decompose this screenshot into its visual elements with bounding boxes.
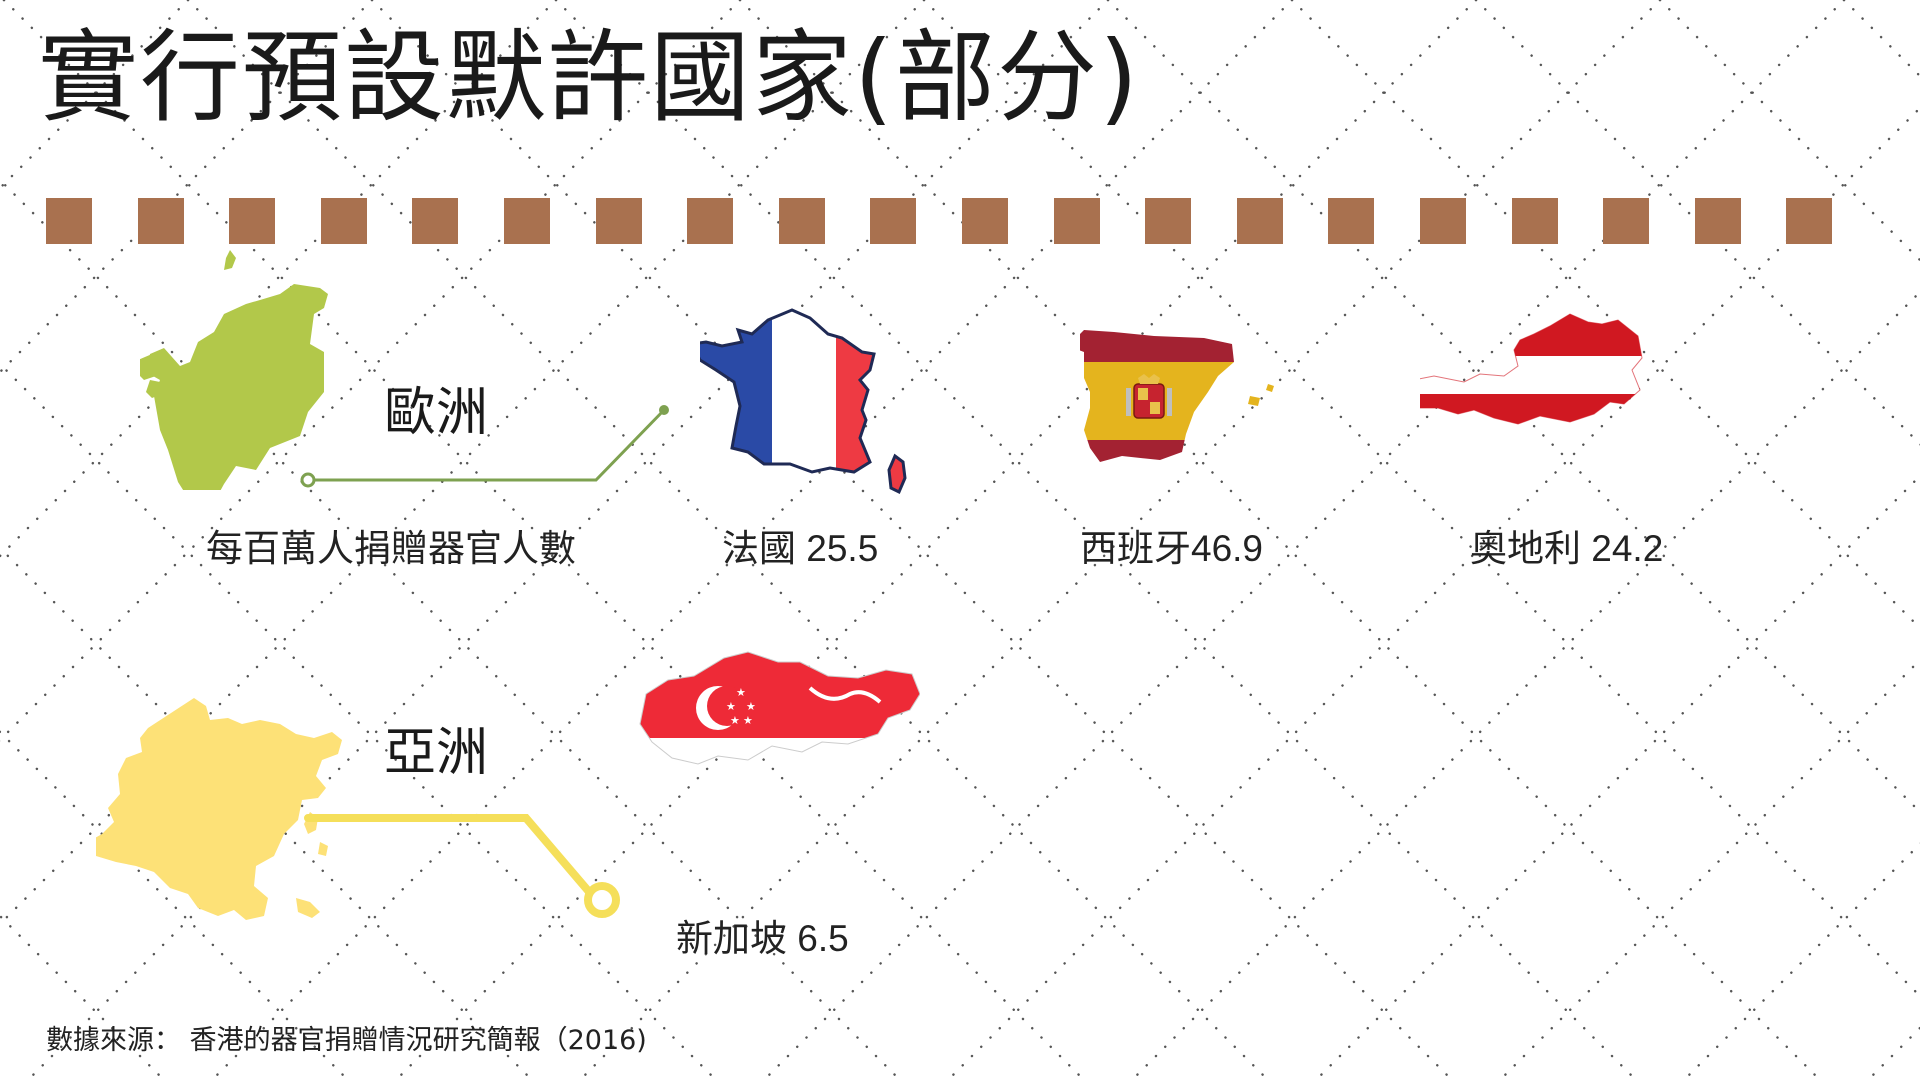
svg-text:★: ★ [726, 700, 736, 713]
divider-square [1786, 198, 1833, 244]
asia-map-icon [96, 698, 342, 920]
austria-flag-map-icon [1420, 313, 1643, 425]
singapore-crescent-stars: ★ ★ ★ ★ ★ [696, 686, 756, 730]
page-title: 實行預設默許國家(部分) [38, 19, 1141, 136]
divider-square [1053, 198, 1100, 244]
svg-text:★: ★ [736, 686, 746, 699]
divider-square [1694, 198, 1741, 244]
divider-square [778, 198, 825, 244]
divider-square [1511, 198, 1558, 244]
divider-square [137, 198, 184, 244]
divider-square [687, 198, 734, 244]
dashed-divider [46, 198, 1846, 244]
singapore-flag-map-icon: ★ ★ ★ ★ ★ [639, 651, 920, 765]
singapore-stat: 新加坡 6.5 [676, 918, 849, 959]
asia-label: 亞洲 [384, 723, 489, 783]
divider-square [46, 198, 92, 244]
divider-square [1603, 198, 1650, 244]
svg-text:★: ★ [743, 714, 753, 727]
divider-square [1145, 198, 1192, 244]
spain-coat-of-arms [1126, 374, 1172, 419]
divider-square [412, 198, 459, 244]
divider-square [962, 198, 1008, 244]
asia-connector-line [304, 814, 620, 918]
france-stat: 法國 25.5 [722, 528, 879, 569]
divider-square [870, 198, 917, 244]
spain-stat: 西班牙46.9 [1080, 528, 1264, 569]
metric-label: 每百萬人捐贈器官人數 [206, 528, 576, 569]
divider-square [320, 198, 367, 244]
france-flag-map-icon [700, 308, 907, 495]
divider-square [1236, 198, 1283, 244]
divider-square [1328, 198, 1375, 244]
austria-stat: 奧地利 24.2 [1470, 528, 1664, 569]
europe-connector-line [300, 405, 669, 488]
divider-square [504, 198, 550, 244]
divider-square [229, 198, 276, 244]
data-source: 數據來源： 香港的器官捐贈情況研究簡報（2016) [46, 1025, 647, 1056]
svg-text:★: ★ [730, 714, 740, 727]
divider-square [595, 198, 642, 244]
spain-flag-map-icon [1080, 330, 1274, 462]
europe-map-icon [140, 250, 328, 490]
divider-square [1420, 198, 1466, 244]
europe-label: 歐洲 [384, 383, 489, 443]
svg-text:★: ★ [746, 700, 756, 713]
